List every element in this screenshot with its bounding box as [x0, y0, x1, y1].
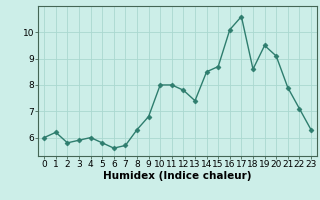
X-axis label: Humidex (Indice chaleur): Humidex (Indice chaleur) — [103, 171, 252, 181]
